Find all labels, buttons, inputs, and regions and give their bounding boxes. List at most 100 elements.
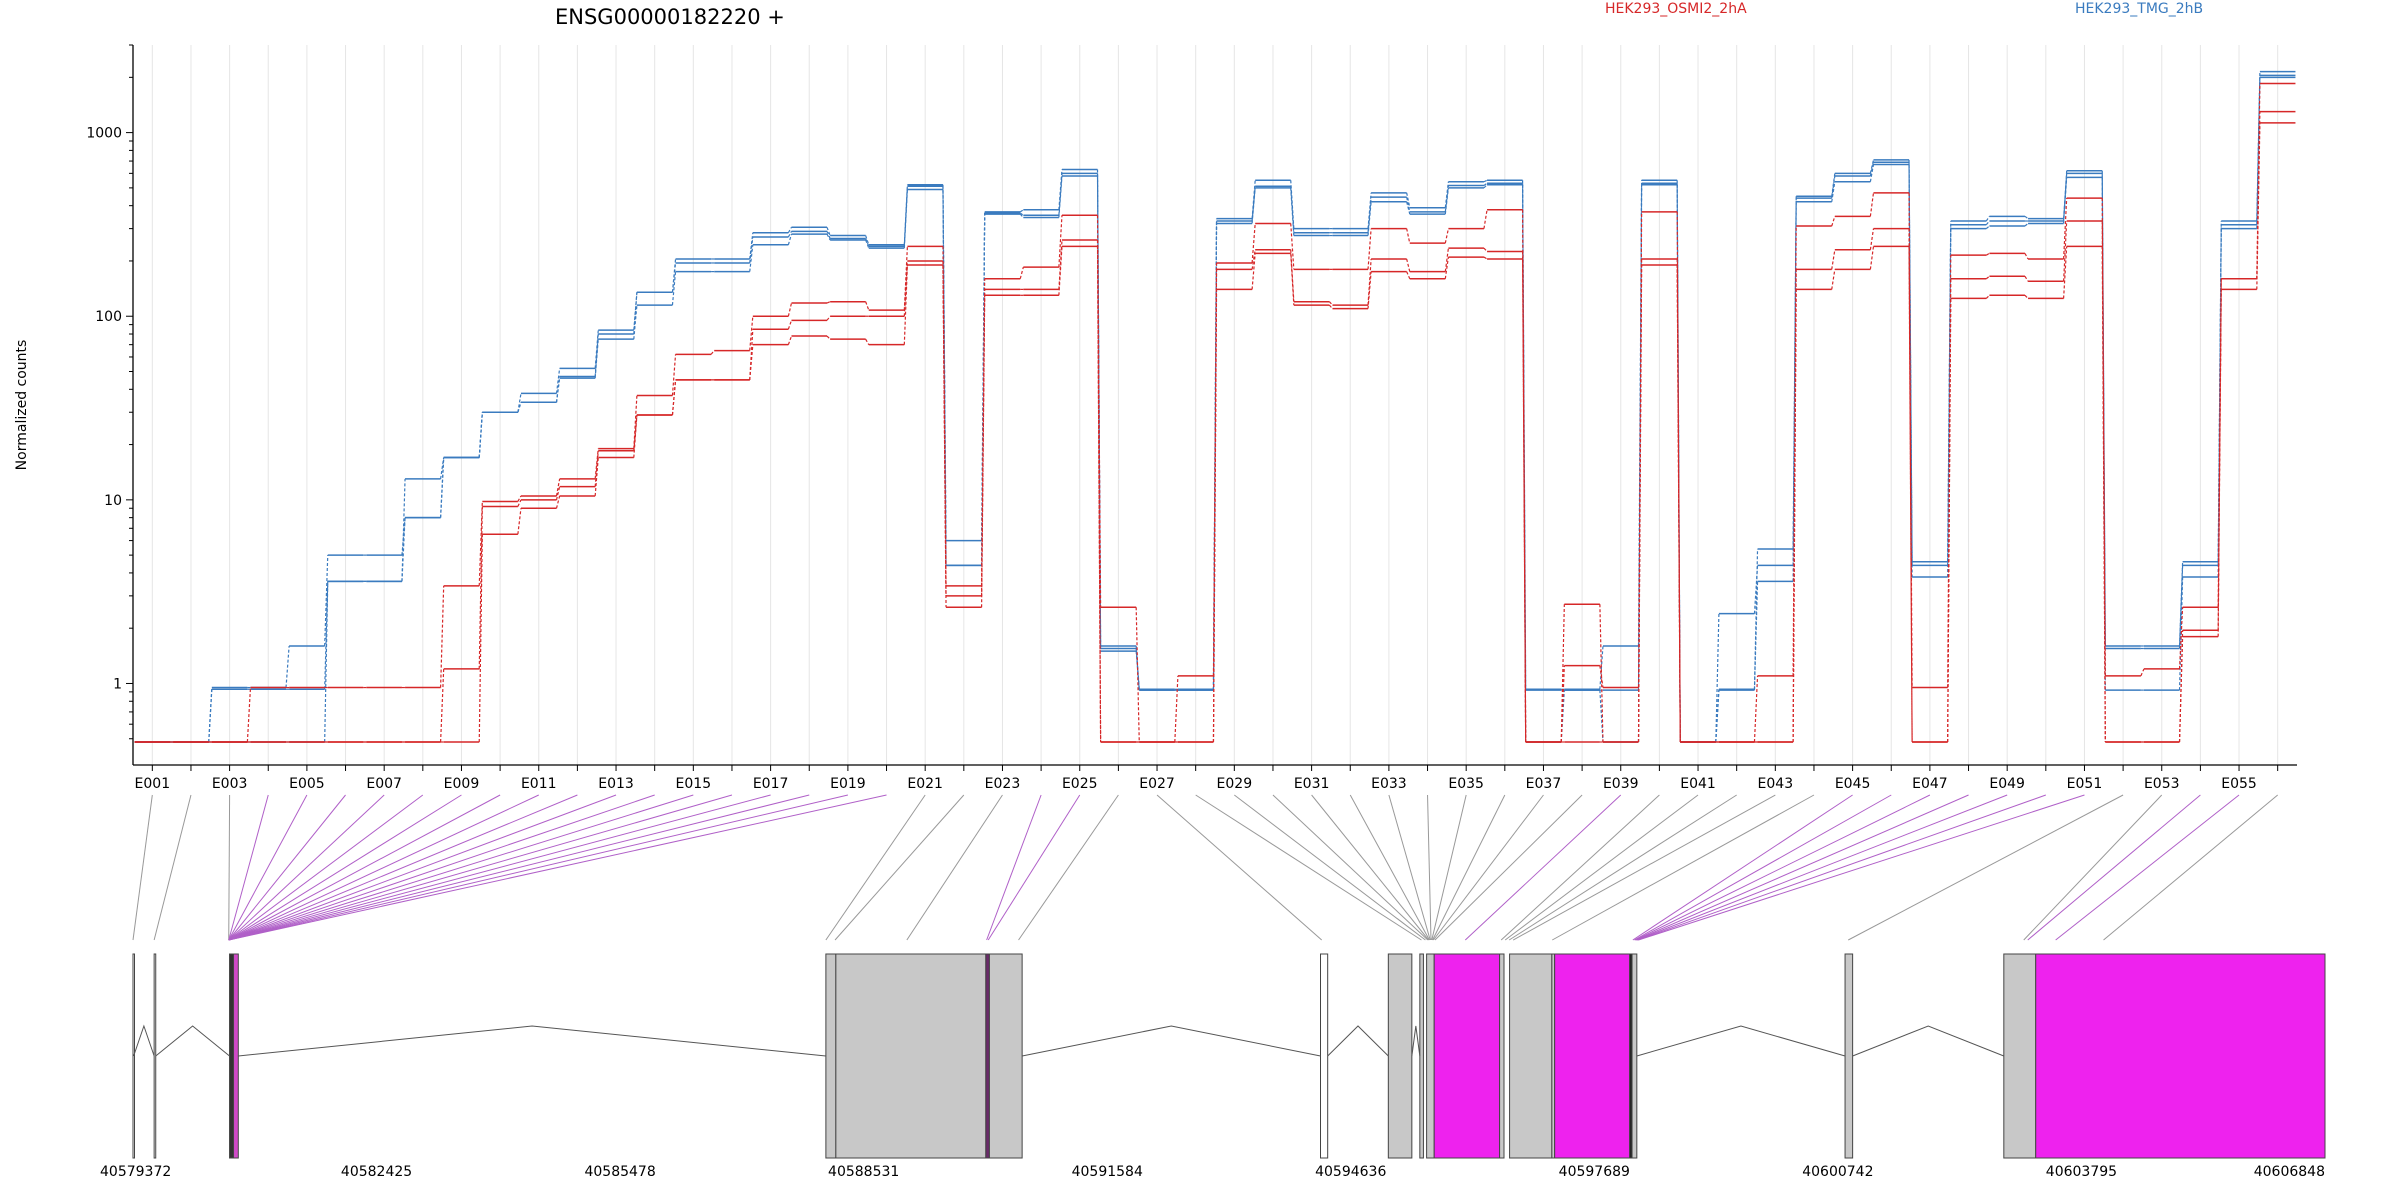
exon-connector-e023 (906, 794, 1003, 941)
exon-connector-e005 (228, 794, 308, 941)
exon-connector-e015 (228, 794, 694, 941)
x-tick-label-e037: E037 (1526, 776, 1562, 792)
data-connector (555, 368, 561, 394)
data-connector (1251, 249, 1256, 270)
data-connector (1444, 248, 1449, 272)
exon-block (1419, 953, 1424, 1159)
x-tick-label-e031: E031 (1294, 776, 1330, 792)
data-connector (1367, 228, 1372, 270)
x-tick-label-e045: E045 (1835, 776, 1871, 792)
exon-block (2035, 953, 2326, 1159)
data-connector (1985, 215, 1990, 222)
exon-block (1387, 953, 1413, 1159)
x-tick-label-e043: E043 (1758, 776, 1794, 792)
data-connector (2178, 565, 2184, 649)
x-tick-label-e011: E011 (521, 776, 557, 792)
data-connector (324, 581, 329, 690)
exon-connector-e013 (228, 794, 617, 941)
exon-connector-e042 (1508, 794, 1737, 941)
exon-connector-e003 (228, 794, 231, 941)
exon-block (1509, 953, 1553, 1159)
intron-chevron (1636, 1025, 1846, 1057)
exon-connector-e027 (1156, 794, 1323, 941)
exon-block (233, 953, 239, 1159)
coordinate-label: 40600742 (1802, 1164, 1873, 1180)
x-tick-label-e041: E041 (1680, 776, 1716, 792)
coordinate-label: 40594636 (1315, 1164, 1386, 1180)
data-connector (903, 260, 909, 317)
data-connector (1135, 607, 1140, 743)
exon-connector-e033 (1388, 794, 1431, 941)
data-connector (980, 295, 986, 608)
series-replicate-5 (134, 122, 2296, 743)
x-tick-label-e029: E029 (1217, 776, 1253, 792)
exon-connector-e039 (1464, 794, 1622, 941)
x-tick-label-e017: E017 (753, 776, 789, 792)
data-connector (1290, 187, 1295, 236)
x-tick-label-e055: E055 (2221, 776, 2257, 792)
chart-title: ENSG00000182220 + (555, 5, 785, 29)
data-connector (517, 499, 522, 507)
data-connector (517, 495, 522, 502)
data-connector (1058, 246, 1063, 296)
data-connector (1831, 175, 1836, 199)
data-connector (787, 227, 792, 234)
exon-block (2003, 953, 2037, 1159)
exon-connector-e052 (1848, 794, 2124, 941)
data-connector (1328, 301, 1333, 306)
exon-connector-e019 (228, 794, 849, 941)
data-connector (1869, 192, 1875, 217)
data-connector (1251, 186, 1256, 222)
exon-block (835, 953, 987, 1159)
data-connector (1483, 209, 1488, 229)
data-connector (2024, 275, 2029, 282)
data-connector (1715, 613, 1720, 743)
exon-connector-e048 (1635, 794, 1969, 941)
exon-connector-e004 (228, 794, 269, 941)
data-connector (633, 305, 638, 340)
coordinate-label: 40579372 (100, 1164, 171, 1180)
exon-connector-e029 (1234, 794, 1426, 941)
coordinate-label: 40606848 (2254, 1164, 2325, 1180)
x-tick-label-e027: E027 (1139, 776, 1175, 792)
data-connector (440, 457, 445, 480)
data-connector (1444, 185, 1449, 212)
data-connector (1019, 209, 1024, 213)
data-connector (1637, 265, 1643, 743)
exon-connector-e018 (228, 794, 810, 941)
data-connector (1483, 184, 1488, 189)
exon-connector-e031 (1311, 794, 1429, 941)
exon-connector-e014 (228, 794, 655, 941)
exon-block (985, 953, 990, 1159)
data-connector (749, 244, 754, 272)
exon-connector-e046 (1634, 794, 1892, 941)
exon-connector-e025 (987, 794, 1081, 941)
data-connector (2178, 636, 2184, 743)
data-connector (1444, 228, 1449, 244)
data-connector (1096, 246, 1102, 743)
exon-block (1631, 953, 1638, 1159)
series-hek293_tmg_2hb (134, 70, 2296, 743)
exon-connector-e045 (1632, 794, 1853, 941)
data-connector (1174, 675, 1179, 743)
gene-model-track (132, 953, 2326, 1159)
data-connector (1328, 304, 1333, 310)
data-connector (749, 316, 754, 351)
exon-connector-e021 (825, 794, 926, 941)
data-connector (478, 501, 483, 586)
data-connector (1715, 690, 1720, 743)
exon-connector-e009 (228, 794, 462, 941)
x-tick-label-e007: E007 (366, 776, 402, 792)
data-connector (2256, 122, 2261, 290)
exon-connector-e049 (1636, 794, 2008, 941)
data-connector (2178, 607, 2184, 669)
data-connector (710, 350, 715, 355)
data-connector (1367, 201, 1372, 236)
data-connector (1212, 289, 1218, 743)
exon-connector-e040 (1500, 794, 1660, 941)
data-connector (1483, 256, 1488, 260)
exon-connector-e006 (228, 794, 346, 941)
series-layer (134, 70, 2296, 743)
intron-chevron (1022, 1025, 1321, 1057)
data-connector (2062, 198, 2068, 260)
